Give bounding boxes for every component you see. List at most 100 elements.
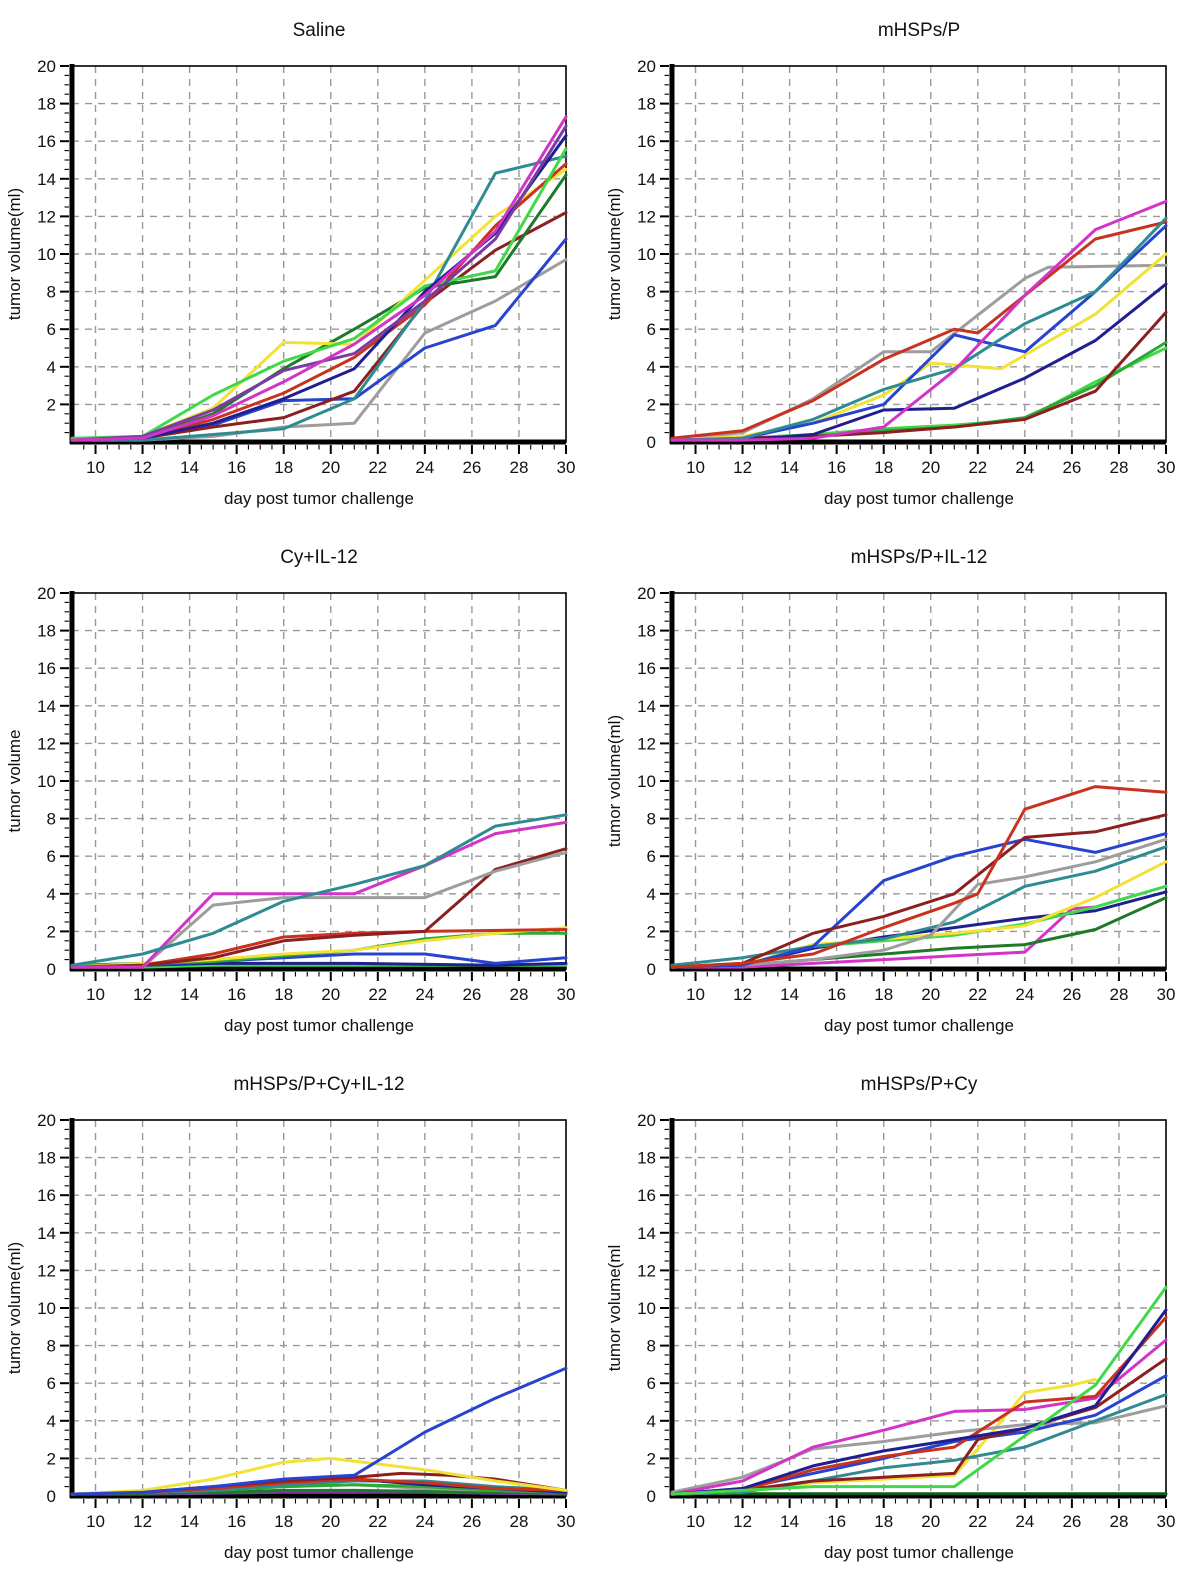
svg-text:16: 16	[637, 1186, 656, 1205]
svg-text:12: 12	[637, 734, 656, 753]
svg-text:16: 16	[827, 985, 846, 1004]
svg-text:12: 12	[133, 985, 152, 1004]
svg-text:20: 20	[37, 584, 56, 603]
series-blue	[70, 1366, 568, 1496]
svg-text:26: 26	[1062, 1512, 1081, 1531]
svg-text:8: 8	[647, 283, 656, 302]
panel-mhsps-p-cy: mHSPs/P+Cy tumor volume(ml day post tumo…	[600, 1054, 1200, 1581]
series-teal	[70, 154, 568, 442]
svg-text:14: 14	[780, 458, 799, 477]
svg-text:30: 30	[557, 985, 576, 1004]
svg-text:28: 28	[1109, 1512, 1128, 1531]
y-axis-label: tumor volume	[5, 730, 24, 833]
svg-text:6: 6	[647, 847, 656, 866]
svg-text:16: 16	[227, 458, 246, 477]
svg-text:10: 10	[637, 772, 656, 791]
svg-text:2: 2	[47, 1449, 56, 1468]
svg-text:2: 2	[647, 1449, 656, 1468]
svg-text:2: 2	[647, 395, 656, 414]
svg-text:28: 28	[1109, 458, 1128, 477]
svg-text:16: 16	[637, 659, 656, 678]
x-tick-labels: 10 12 14 16 18 20 22 24 26 28 30	[686, 458, 1175, 477]
svg-text:18: 18	[37, 1149, 56, 1168]
svg-text:30: 30	[1157, 985, 1176, 1004]
y-tick-labels: 0 2 4 6 8 10 12 14 16 18 20	[37, 1111, 56, 1506]
tick-marks	[660, 592, 1167, 981]
svg-text:10: 10	[86, 985, 105, 1004]
svg-text:20: 20	[321, 1512, 340, 1531]
svg-text:0: 0	[47, 1487, 56, 1506]
svg-text:20: 20	[921, 1512, 940, 1531]
svg-text:4: 4	[47, 1412, 56, 1431]
svg-text:10: 10	[686, 1512, 705, 1531]
svg-text:2: 2	[647, 922, 656, 941]
svg-text:8: 8	[47, 810, 56, 829]
series-lines	[70, 813, 568, 969]
svg-text:12: 12	[37, 734, 56, 753]
svg-text:2: 2	[47, 395, 56, 414]
svg-text:8: 8	[647, 810, 656, 829]
series-maroon	[670, 813, 1168, 969]
panel-cy-il12: Cy+IL-12 tumor volume day post tumor cha…	[0, 527, 600, 1054]
tick-marks	[660, 1119, 1167, 1508]
svg-text:10: 10	[637, 1299, 656, 1318]
chart-mhsps-p-il12: mHSPs/P+IL-12 tumor volume(ml) day post …	[605, 547, 1175, 1035]
panel-title: mHSPs/P+IL-12	[851, 547, 988, 568]
svg-text:20: 20	[921, 458, 940, 477]
svg-text:14: 14	[637, 697, 656, 716]
x-tick-labels: 10 12 14 16 18 20 22 24 26 28 30	[686, 1512, 1175, 1531]
svg-text:10: 10	[37, 245, 56, 264]
svg-text:12: 12	[133, 1512, 152, 1531]
svg-text:30: 30	[557, 1512, 576, 1531]
svg-text:6: 6	[647, 320, 656, 339]
svg-text:4: 4	[647, 885, 656, 904]
svg-text:4: 4	[47, 358, 56, 377]
svg-text:2: 2	[47, 922, 56, 941]
series-magenta	[70, 820, 568, 969]
svg-text:26: 26	[1062, 985, 1081, 1004]
y-tick-labels: 2 4 6 8 10 12 14 16 18 20	[37, 57, 56, 414]
svg-text:22: 22	[368, 985, 387, 1004]
svg-text:18: 18	[274, 1512, 293, 1531]
svg-text:26: 26	[462, 1512, 481, 1531]
svg-text:18: 18	[637, 1149, 656, 1168]
x-tick-labels: 10 12 14 16 18 20 22 24 26 28 30	[686, 985, 1175, 1004]
series-gray	[670, 1404, 1168, 1494]
svg-text:24: 24	[415, 458, 434, 477]
svg-text:14: 14	[637, 1224, 656, 1243]
svg-text:12: 12	[733, 985, 752, 1004]
series-navy	[670, 1308, 1168, 1496]
series-magenta	[670, 199, 1168, 442]
x-axis-label: day post tumor challenge	[824, 1016, 1014, 1035]
panel-mhsps-p: mHSPs/P tumor volume(ml) day post tumor …	[600, 0, 1200, 527]
svg-text:20: 20	[37, 1111, 56, 1130]
series-red	[670, 785, 1168, 969]
svg-text:30: 30	[1157, 1512, 1176, 1531]
svg-text:6: 6	[47, 320, 56, 339]
panel-title: mHSPs/P	[878, 20, 960, 41]
series-lines	[70, 115, 568, 442]
svg-text:14: 14	[37, 170, 56, 189]
svg-text:18: 18	[37, 95, 56, 114]
x-tick-labels: 10 12 14 16 18 20 22 24 26 28 30	[86, 985, 575, 1004]
series-lightgreen	[670, 1285, 1168, 1496]
svg-text:16: 16	[827, 458, 846, 477]
x-axis-label: day post tumor challenge	[224, 1016, 414, 1035]
gridlines	[672, 66, 1166, 442]
svg-text:12: 12	[37, 207, 56, 226]
svg-text:18: 18	[274, 458, 293, 477]
series-lines	[670, 1285, 1168, 1496]
svg-text:18: 18	[874, 458, 893, 477]
chart-cy-il12: Cy+IL-12 tumor volume day post tumor cha…	[5, 547, 575, 1035]
svg-text:12: 12	[133, 458, 152, 477]
svg-text:12: 12	[733, 458, 752, 477]
gridlines	[672, 1120, 1166, 1496]
panel-title: Saline	[293, 20, 346, 41]
svg-text:28: 28	[509, 458, 528, 477]
svg-text:14: 14	[637, 170, 656, 189]
svg-text:4: 4	[647, 358, 656, 377]
